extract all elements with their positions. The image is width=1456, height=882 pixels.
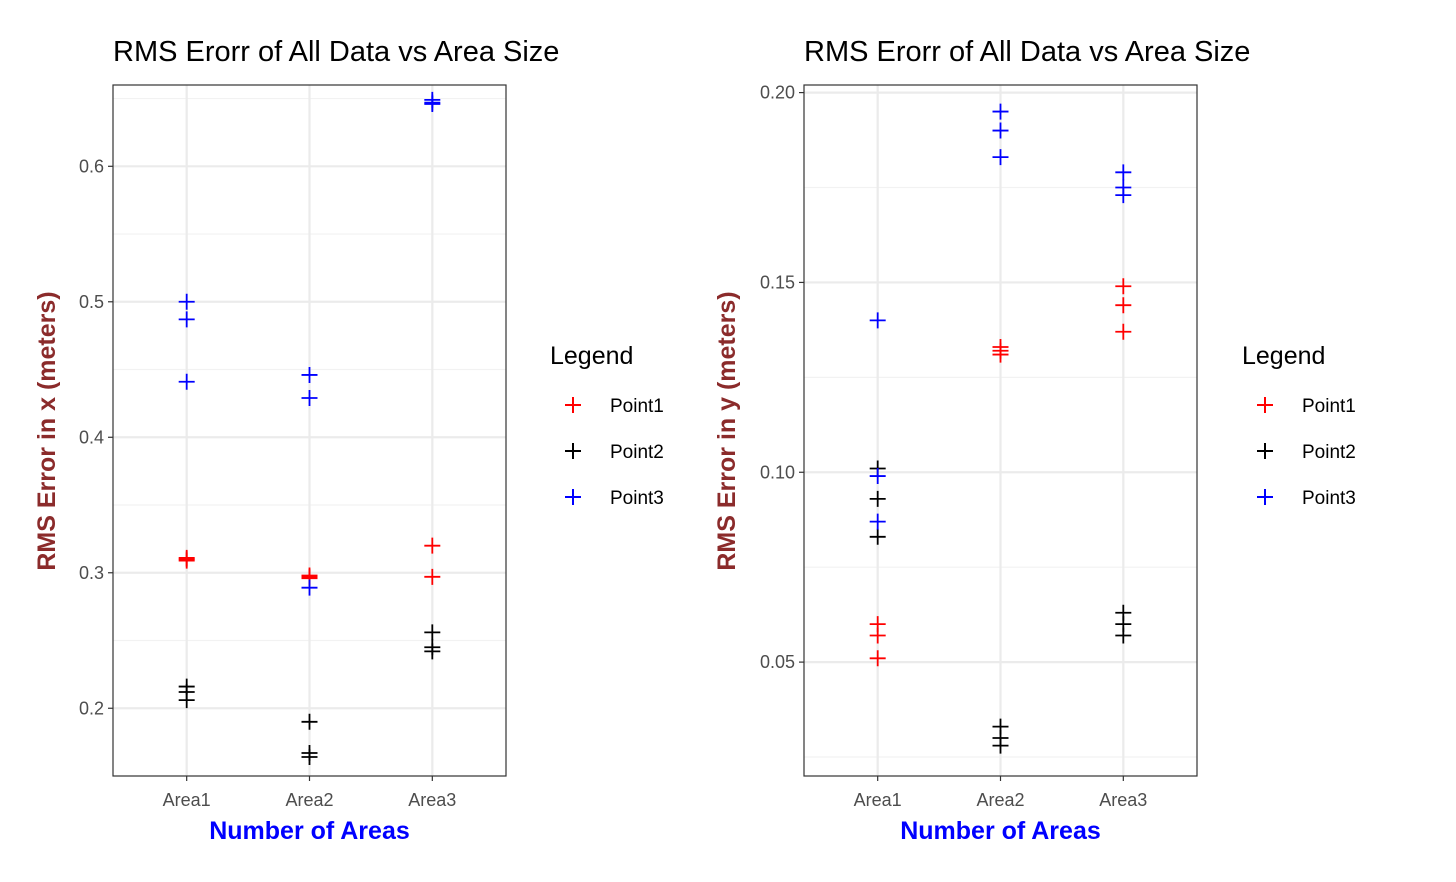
legend-key-point3 — [565, 489, 581, 505]
chart-panel-x-error: RMS Erorr of All Data vs Area Size 0.20.… — [33, 36, 664, 845]
chart-title: RMS Erorr of All Data vs Area Size — [804, 36, 1250, 68]
data-point-point3 — [992, 122, 1009, 139]
legend-label-point2: Point2 — [1302, 442, 1356, 463]
y-tick-label: 0.20 — [760, 83, 795, 103]
x-tick-label: Area1 — [163, 790, 211, 810]
data-point-point1 — [1115, 297, 1132, 314]
data-point-point1 — [178, 552, 195, 569]
data-point-point3 — [178, 293, 195, 310]
data-point-point2 — [301, 749, 318, 766]
data-point-point1 — [1115, 323, 1132, 340]
data-point-point2 — [869, 528, 886, 545]
data-point-point2 — [301, 713, 318, 730]
plot-points — [869, 103, 1132, 754]
data-point-point3 — [992, 149, 1009, 166]
data-point-point3 — [301, 366, 318, 383]
x-axis-label: Number of Areas — [900, 817, 1101, 845]
data-point-point2 — [424, 643, 441, 660]
y-axis-label: RMS Error in x (meters) — [33, 291, 61, 570]
legend-key-point3 — [1257, 489, 1273, 505]
x-tick-label: Area1 — [854, 790, 902, 810]
data-point-point3 — [992, 103, 1009, 120]
data-point-point3 — [869, 513, 886, 530]
x-tick-label: Area3 — [1099, 790, 1147, 810]
legend-label-point2: Point2 — [610, 442, 664, 463]
y-tick-label: 0.05 — [760, 652, 795, 672]
legend: Legend Point1 Point2 Point3 — [1242, 342, 1356, 509]
legend-label-point1: Point1 — [610, 396, 664, 417]
data-point-point3 — [1115, 187, 1132, 204]
x-axis-label: Number of Areas — [209, 817, 410, 845]
x-tick-label: Area2 — [976, 790, 1024, 810]
data-point-point3 — [869, 312, 886, 329]
data-point-point2 — [869, 490, 886, 507]
legend-label-point1: Point1 — [1302, 396, 1356, 417]
data-point-point3 — [301, 579, 318, 596]
data-point-point3 — [869, 468, 886, 485]
legend-label-point3: Point3 — [610, 488, 664, 509]
chart-title: RMS Erorr of All Data vs Area Size — [113, 36, 559, 68]
y-axis-ticks: 0.05 0.10 0.15 0.20 — [760, 83, 804, 672]
y-tick-label: 0.3 — [79, 563, 104, 583]
y-tick-label: 0.6 — [79, 156, 104, 176]
data-point-point1 — [424, 537, 441, 554]
legend-key-point2 — [1257, 443, 1273, 459]
legend: Legend Point1 Point2 Point3 — [550, 342, 664, 509]
data-point-point2 — [178, 692, 195, 709]
chart-panel-y-error: RMS Erorr of All Data vs Area Size 0.050… — [713, 36, 1356, 845]
data-point-point3 — [424, 95, 441, 112]
legend-title: Legend — [1242, 342, 1325, 370]
plot-points — [178, 91, 441, 766]
data-point-point3 — [301, 389, 318, 406]
data-point-point3 — [1115, 164, 1132, 181]
x-axis-ticks: Area1 Area2 Area3 — [163, 776, 456, 810]
y-tick-label: 0.10 — [760, 462, 795, 482]
data-point-point1 — [992, 346, 1009, 363]
y-tick-label: 0.2 — [79, 698, 104, 718]
y-tick-label: 0.5 — [79, 292, 104, 312]
legend-key-point1 — [565, 397, 581, 413]
data-point-point1 — [1115, 278, 1132, 295]
data-point-point3 — [178, 373, 195, 390]
y-tick-label: 0.15 — [760, 272, 795, 292]
y-tick-label: 0.4 — [79, 427, 104, 447]
legend-title: Legend — [550, 342, 633, 370]
legend-label-point3: Point3 — [1302, 488, 1356, 509]
data-point-point2 — [424, 624, 441, 641]
legend-key-point1 — [1257, 397, 1273, 413]
data-point-point2 — [1115, 627, 1132, 644]
y-axis-ticks: 0.2 0.3 0.4 0.5 0.6 — [79, 156, 113, 718]
x-axis-ticks: Area1 Area2 Area3 — [854, 776, 1147, 810]
data-point-point2 — [992, 737, 1009, 754]
data-point-point3 — [178, 311, 195, 328]
x-tick-label: Area3 — [408, 790, 456, 810]
data-point-point1 — [869, 650, 886, 667]
data-point-point1 — [869, 627, 886, 644]
y-axis-label: RMS Error in y (meters) — [713, 291, 741, 570]
x-tick-label: Area2 — [285, 790, 333, 810]
legend-key-point2 — [565, 443, 581, 459]
data-point-point1 — [424, 568, 441, 585]
